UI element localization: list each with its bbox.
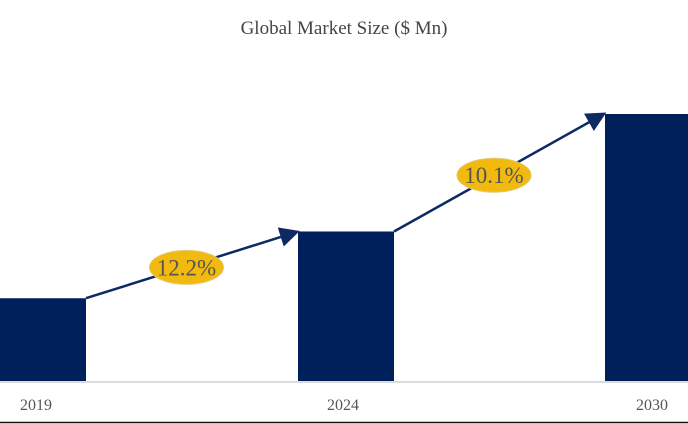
cagr-badge bbox=[149, 249, 224, 285]
x-tick-label: 2019 bbox=[20, 397, 52, 414]
x-tick-label: 2030 bbox=[636, 397, 668, 414]
cagr-label: 10.1% bbox=[464, 163, 523, 188]
bar-2019 bbox=[0, 298, 86, 381]
x-tick-label: 2024 bbox=[327, 397, 359, 414]
bar-2024 bbox=[298, 231, 394, 381]
cagr-badge bbox=[456, 157, 532, 193]
bar-2030 bbox=[605, 114, 688, 381]
chart-title: Global Market Size ($ Mn) bbox=[240, 18, 448, 39]
cagr-label: 12.2% bbox=[157, 255, 216, 280]
